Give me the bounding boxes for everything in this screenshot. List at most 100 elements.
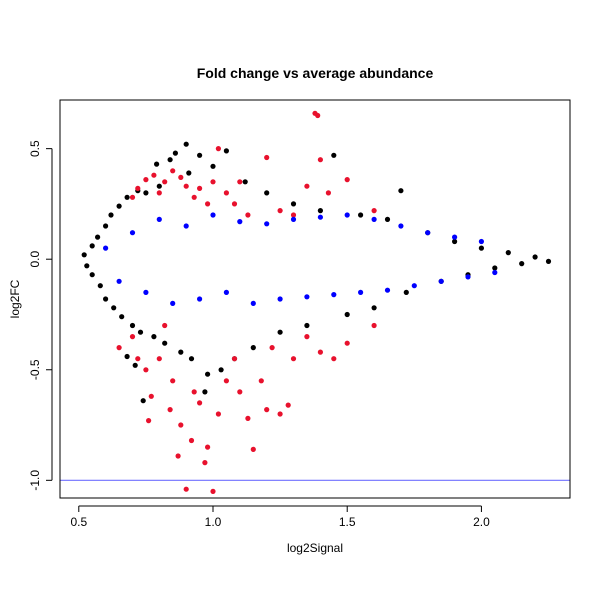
data-point-s0-4 bbox=[95, 234, 101, 240]
x-axis-label: log2Signal bbox=[287, 541, 343, 555]
y-axis-label: log2FC bbox=[8, 279, 22, 318]
data-point-s2-15 bbox=[304, 294, 310, 300]
data-point-s2-11 bbox=[250, 300, 256, 306]
data-point-s0-39 bbox=[344, 311, 350, 318]
data-point-s1-56 bbox=[290, 356, 297, 362]
data-point-s0-9 bbox=[111, 305, 117, 311]
data-point-s2-24 bbox=[425, 230, 431, 236]
data-point-s2-21 bbox=[384, 287, 391, 293]
data-point-s2-0 bbox=[103, 245, 109, 251]
data-point-s2-20 bbox=[371, 216, 377, 222]
data-point-s0-15 bbox=[137, 329, 144, 335]
data-point-s0-60 bbox=[154, 161, 160, 167]
data-point-s0-2 bbox=[89, 243, 95, 249]
data-point-s2-5 bbox=[170, 300, 176, 306]
x-axis: 0.5 1.0 1.5 2.0 bbox=[70, 505, 490, 529]
data-point-s1-46 bbox=[223, 378, 229, 384]
data-point-s2-9 bbox=[223, 289, 229, 295]
data-point-s0-13 bbox=[129, 322, 136, 329]
data-point-s1-59 bbox=[331, 356, 337, 362]
data-point-s0-56 bbox=[124, 353, 130, 360]
y-tick-label: -1.0 bbox=[28, 470, 42, 491]
data-point-s0-53 bbox=[532, 254, 538, 260]
data-point-s0-19 bbox=[162, 340, 168, 346]
data-point-s1-12 bbox=[210, 179, 216, 185]
data-point-s1-26 bbox=[344, 177, 350, 183]
data-point-s0-47 bbox=[452, 238, 458, 245]
data-point-s1-44 bbox=[210, 488, 216, 494]
data-point-s1-31 bbox=[143, 367, 149, 373]
data-point-s0-20 bbox=[167, 157, 173, 163]
data-point-s0-16 bbox=[143, 190, 149, 196]
data-point-s2-26 bbox=[452, 234, 458, 240]
data-point-s0-8 bbox=[108, 212, 114, 218]
data-point-s1-3 bbox=[151, 172, 157, 178]
data-point-s1-1 bbox=[135, 185, 141, 191]
data-point-s1-39 bbox=[188, 437, 195, 444]
data-point-s1-55 bbox=[285, 402, 291, 408]
data-point-s0-50 bbox=[492, 265, 498, 271]
data-point-s2-29 bbox=[492, 269, 498, 276]
data-point-s1-43 bbox=[205, 444, 211, 450]
data-point-s2-6 bbox=[183, 223, 189, 229]
data-point-s0-31 bbox=[242, 179, 248, 185]
data-point-s1-29 bbox=[129, 334, 136, 340]
data-point-s2-28 bbox=[478, 238, 484, 245]
data-point-s2-3 bbox=[143, 289, 149, 295]
data-point-s2-4 bbox=[156, 216, 162, 222]
data-point-s2-13 bbox=[277, 296, 283, 302]
data-point-s1-8 bbox=[183, 183, 189, 189]
data-point-s1-23 bbox=[315, 112, 321, 119]
data-point-s1-38 bbox=[183, 486, 189, 492]
data-point-s0-24 bbox=[188, 356, 195, 362]
plot-frame bbox=[59, 99, 571, 499]
y-tick-label: 0.5 bbox=[28, 140, 42, 157]
data-point-s0-0 bbox=[81, 252, 87, 258]
data-point-s1-47 bbox=[231, 356, 238, 362]
data-point-s1-7 bbox=[178, 174, 184, 180]
data-point-s0-49 bbox=[478, 245, 484, 251]
data-point-s1-35 bbox=[170, 378, 176, 384]
data-point-s1-61 bbox=[371, 322, 377, 329]
data-point-s1-16 bbox=[237, 179, 243, 185]
data-point-s2-8 bbox=[210, 212, 216, 218]
data-point-s0-32 bbox=[250, 345, 256, 351]
data-point-s0-5 bbox=[97, 283, 103, 289]
data-point-s1-42 bbox=[202, 460, 208, 466]
data-point-s2-7 bbox=[197, 296, 203, 302]
data-point-s1-53 bbox=[269, 345, 275, 351]
chart-title: Fold change vs average abundance bbox=[197, 65, 434, 81]
data-point-s0-41 bbox=[371, 305, 377, 311]
data-point-s1-51 bbox=[258, 378, 264, 384]
data-point-s0-21 bbox=[172, 150, 178, 156]
data-point-s0-12 bbox=[124, 194, 130, 200]
data-point-s0-38 bbox=[331, 152, 337, 158]
data-point-s2-25 bbox=[438, 278, 444, 284]
data-point-s0-33 bbox=[264, 190, 270, 196]
data-point-s0-29 bbox=[223, 148, 229, 154]
data-point-s2-16 bbox=[317, 214, 323, 220]
data-point-s1-5 bbox=[162, 179, 168, 185]
data-point-s1-19 bbox=[277, 208, 283, 214]
data-point-s1-54 bbox=[277, 411, 283, 417]
y-axis: -1.0 -0.5 0.0 0.5 bbox=[28, 140, 53, 491]
data-point-s1-48 bbox=[237, 389, 243, 395]
data-point-s0-55 bbox=[140, 398, 146, 404]
data-point-s1-40 bbox=[191, 389, 197, 395]
data-point-s0-10 bbox=[116, 203, 122, 209]
x-tick-label: 1.5 bbox=[339, 515, 356, 529]
data-point-s0-36 bbox=[304, 322, 310, 329]
data-point-s1-21 bbox=[304, 183, 310, 189]
data-point-s0-22 bbox=[178, 349, 184, 355]
data-point-s1-13 bbox=[215, 146, 221, 152]
data-point-s0-25 bbox=[197, 152, 203, 158]
data-point-s1-15 bbox=[231, 201, 238, 207]
data-point-s0-58 bbox=[202, 389, 208, 395]
data-point-s1-10 bbox=[197, 185, 203, 191]
data-point-s2-22 bbox=[398, 223, 404, 229]
data-point-s2-18 bbox=[344, 212, 350, 218]
y-tick-label: -0.5 bbox=[28, 359, 42, 380]
data-point-s1-58 bbox=[317, 349, 323, 355]
data-point-s1-25 bbox=[325, 190, 331, 196]
